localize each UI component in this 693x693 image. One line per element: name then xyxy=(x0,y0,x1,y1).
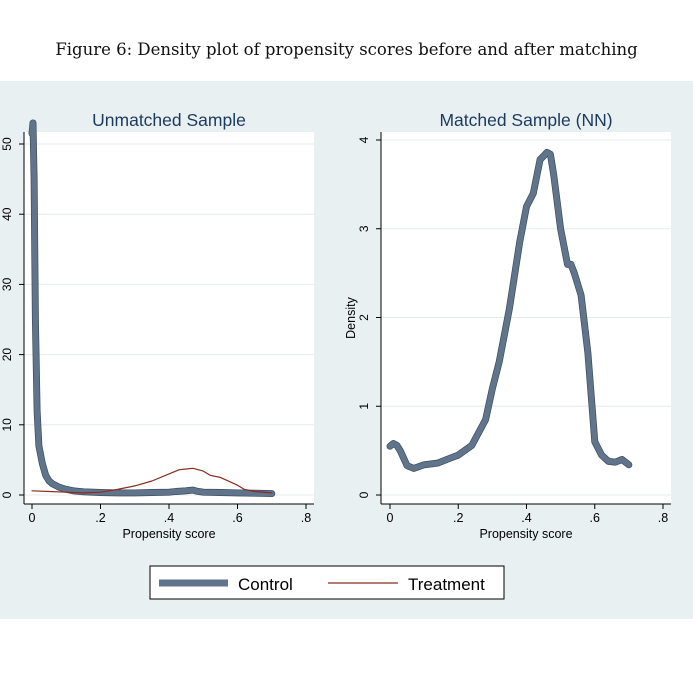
y-tick-label: 40 xyxy=(0,207,14,221)
x-tick-label: .2 xyxy=(453,511,463,525)
y-tick-labels: 0 10 20 30 40 50 xyxy=(0,137,14,498)
x-axis-label: Propensity score xyxy=(479,527,572,541)
series-line-treatment xyxy=(31,467,273,494)
legend-label-control: Control xyxy=(238,575,293,594)
panel-title: Matched Sample (NN) xyxy=(439,110,612,130)
plot-area xyxy=(24,132,314,504)
figure-caption: Figure 6: Density plot of propensity sco… xyxy=(55,40,638,59)
matched-panel: Matched Sample (NN) 0 .2 .4 .6 .8 0 1 2 3 4 Prop… xyxy=(344,110,671,541)
unmatched-panel: Unmatched Sample 0 .2 .4 .6 .8 0 10 20 30 40 50 P… xyxy=(0,110,314,541)
x-tick-label: .8 xyxy=(658,511,668,525)
series-line-control xyxy=(387,149,632,472)
x-tick-label: .6 xyxy=(232,511,242,525)
x-tick-label: 0 xyxy=(29,511,36,525)
y-tick-label: 3 xyxy=(357,225,371,232)
legend-label-treatment: Treatment xyxy=(408,575,485,594)
y-tick-label: 20 xyxy=(0,348,14,362)
y-tick-label: 30 xyxy=(0,277,14,291)
y-tick-labels: 0 1 2 3 4 xyxy=(357,136,371,498)
x-tick-label: .2 xyxy=(95,511,105,525)
gridlines xyxy=(381,139,671,496)
y-tick-label: 2 xyxy=(357,314,371,321)
gridlines xyxy=(24,143,314,496)
y-axis-label: Density xyxy=(344,296,358,338)
x-tick-label: .4 xyxy=(164,511,174,525)
y-tick-label: 1 xyxy=(357,403,371,410)
x-tick-label: .8 xyxy=(301,511,311,525)
x-axis-label: Propensity score xyxy=(122,527,215,541)
series-lines xyxy=(28,119,276,498)
legend: Control Treatment xyxy=(149,565,505,600)
x-tick-labels: 0 .2 .4 .6 .8 xyxy=(29,511,312,525)
y-tick-label: 4 xyxy=(357,136,371,143)
x-tick-label: 0 xyxy=(387,511,394,525)
x-tick-labels: 0 .2 .4 .6 .8 xyxy=(387,511,669,525)
x-tick-label: .6 xyxy=(590,511,600,525)
panel-title: Unmatched Sample xyxy=(92,110,246,130)
y-tick-label: 0 xyxy=(0,491,14,498)
y-tick-label: 0 xyxy=(357,491,371,498)
tick-marks xyxy=(19,143,307,509)
x-tick-label: .4 xyxy=(521,511,531,525)
series-lines xyxy=(386,148,633,472)
tick-marks xyxy=(376,139,664,509)
y-tick-label: 10 xyxy=(0,418,14,432)
y-tick-label: 50 xyxy=(0,137,14,151)
